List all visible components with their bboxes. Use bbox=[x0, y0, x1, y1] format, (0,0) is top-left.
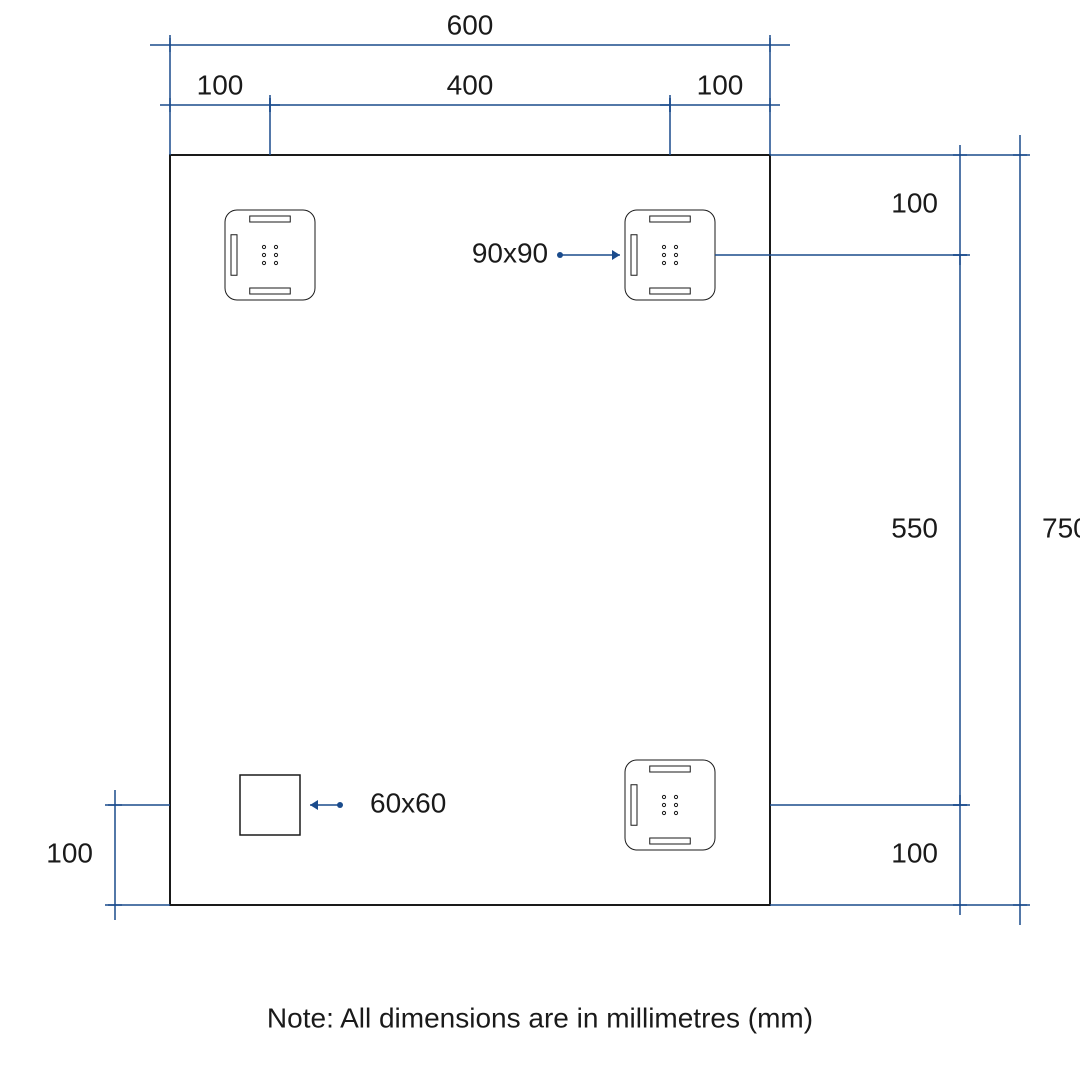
mounting-bracket-2 bbox=[625, 760, 715, 850]
dim-left-100-label: 100 bbox=[46, 837, 93, 868]
dim-right-overall-label: 750 bbox=[1042, 512, 1080, 543]
smallbox-size-label: 60x60 bbox=[370, 787, 446, 818]
bracket-size-label: 90x90 bbox=[472, 237, 548, 268]
note-text: Note: All dimensions are in millimetres … bbox=[267, 1002, 813, 1033]
dim-top-mid-label: 400 bbox=[447, 69, 494, 100]
dim-right-mid-label: 550 bbox=[891, 512, 938, 543]
technical-drawing: 600 100 400 100 750 100 550 100 100 90x90 60x60 Not… bbox=[0, 0, 1080, 1080]
dim-right-top-label: 100 bbox=[891, 187, 938, 218]
access-box bbox=[240, 775, 300, 835]
dim-top-right-label: 100 bbox=[697, 69, 744, 100]
dim-right-bot-label: 100 bbox=[891, 837, 938, 868]
panel-outline bbox=[170, 155, 770, 905]
mounting-bracket-0 bbox=[225, 210, 315, 300]
mounting-bracket-1 bbox=[625, 210, 715, 300]
dim-top-left-label: 100 bbox=[197, 69, 244, 100]
dim-top-overall-label: 600 bbox=[447, 9, 494, 40]
